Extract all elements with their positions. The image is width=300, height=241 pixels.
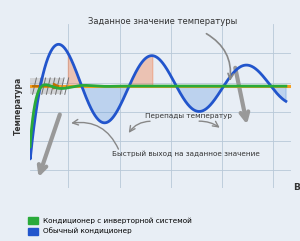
Text: Температура: Температура [14,77,23,135]
Text: Заданное значение температуры: Заданное значение температуры [88,17,238,27]
Text: Время: Время [294,183,300,193]
Text: Быстрый выход на заданное значение: Быстрый выход на заданное значение [112,151,260,157]
FancyBboxPatch shape [30,78,63,94]
Legend: Кондиционер с инверторной системой, Обычный кондиционер: Кондиционер с инверторной системой, Обыч… [25,214,195,237]
Text: Перепады температур: Перепады температур [145,113,232,119]
